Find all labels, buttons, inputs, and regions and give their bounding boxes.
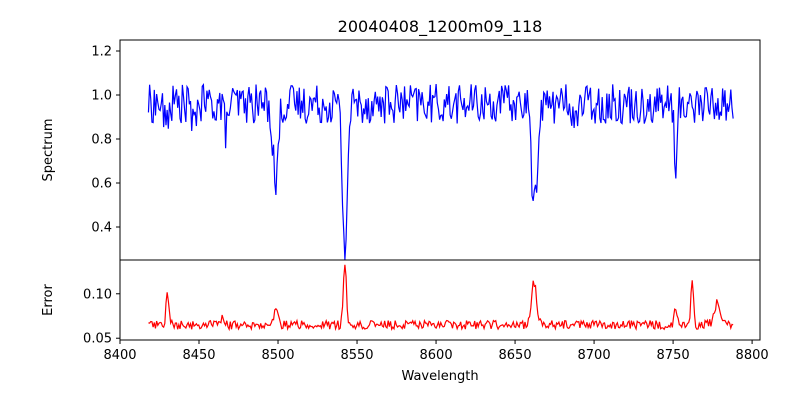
error-panel: 0.05 0.10 8400 8450 8500 8550 8600 8650 8700 875…: [41, 259, 769, 384]
x-tick-label: 8650: [499, 348, 532, 363]
error-y-tick-label: 0.10: [83, 287, 112, 302]
spectrum-y-tick-label: 0.8: [91, 133, 112, 148]
x-tick-label: 8800: [736, 348, 769, 363]
error-axes-frame: [119, 259, 761, 341]
x-tick-label: 8400: [103, 348, 136, 363]
error-series-line: [148, 264, 734, 332]
error-x-ticks: 8400 8450 8500 8550 8600 8650 8700 8750 8800: [103, 340, 769, 363]
error-y-tick-label: 0.05: [83, 332, 112, 347]
spectrum-y-tick-label: 0.4: [91, 221, 112, 236]
spectrum-y-ticks: 0.4 0.6 0.8 1.0 1.2: [91, 45, 120, 236]
x-tick-label: 8550: [340, 348, 373, 363]
error-y-axis-label: Error: [41, 284, 56, 316]
x-tick-label: 8500: [261, 348, 294, 363]
error-y-ticks: 0.05 0.10: [83, 287, 120, 347]
x-tick-label: 8600: [420, 348, 453, 363]
spectrum-y-tick-label: 1.2: [91, 45, 112, 60]
spectrum-y-axis-label: Spectrum: [41, 119, 56, 182]
x-tick-label: 8700: [578, 348, 611, 363]
spectrum-y-tick-label: 1.0: [91, 89, 112, 104]
x-axis-label: Wavelength: [401, 369, 478, 384]
spectrum-y-tick-label: 0.6: [91, 177, 112, 192]
x-tick-label: 8450: [182, 348, 215, 363]
chart-title: 20040408_1200m09_118: [338, 17, 543, 37]
spectrum-panel: 0.4 0.6 0.8 1.0 1.2 Spectrum: [41, 39, 761, 261]
x-tick-label: 8750: [657, 348, 690, 363]
spectrum-series-line: [147, 82, 734, 260]
